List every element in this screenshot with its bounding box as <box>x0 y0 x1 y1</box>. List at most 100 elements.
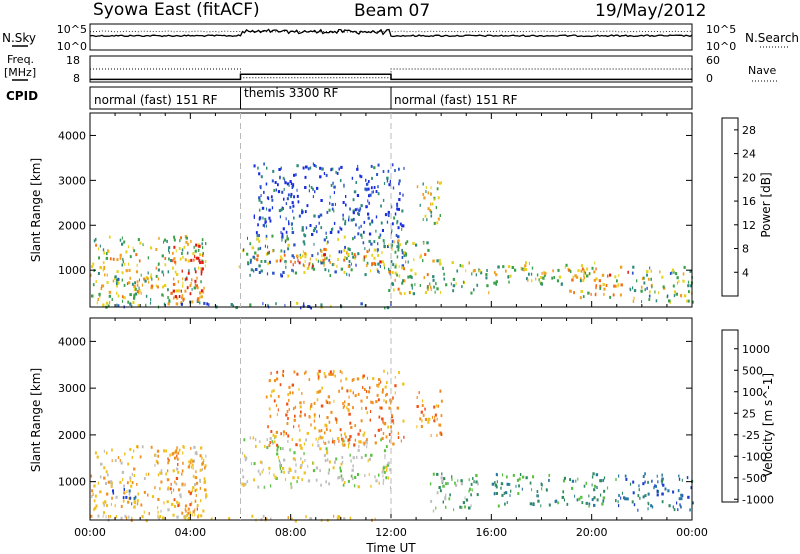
range-gate-cell <box>279 463 281 467</box>
range-gate-cell <box>370 484 372 488</box>
range-gate-cell <box>301 228 304 232</box>
range-gate-cell <box>194 279 197 283</box>
range-gate-cell <box>593 503 596 507</box>
range-gate-cell <box>269 414 272 418</box>
range-gate-cell <box>256 258 259 262</box>
range-gate-cell <box>516 478 520 482</box>
colorbar-tick-label: 20 <box>742 171 756 184</box>
range-gate-cell <box>585 274 589 278</box>
range-gate-cell <box>382 432 385 435</box>
range-gate-cell <box>280 432 282 436</box>
range-gate-cell <box>167 457 169 461</box>
range-gate-cell <box>367 212 370 216</box>
range-gate-cell <box>192 486 195 490</box>
range-gate-cell <box>402 193 404 197</box>
range-gate-cell <box>302 263 304 267</box>
range-gate-cell <box>129 496 132 500</box>
range-gate-cell <box>194 270 197 274</box>
range-gate-cell <box>305 165 308 169</box>
range-gate-cell <box>335 457 338 461</box>
range-gate-cell <box>298 261 301 265</box>
range-gate-cell <box>285 217 287 221</box>
range-gate-cell <box>329 195 331 199</box>
range-gate-cell <box>95 504 98 508</box>
range-gate-cell <box>385 445 388 449</box>
range-gate-cell <box>644 494 647 498</box>
range-gate-cell <box>376 383 379 387</box>
range-gate-cell <box>378 382 380 386</box>
colorbar-tick-label: 8 <box>742 243 749 256</box>
range-gate-cell <box>175 289 179 293</box>
range-gate-cell <box>197 248 200 252</box>
range-gate-cell <box>307 167 310 171</box>
range-gate-cell <box>673 294 676 298</box>
range-gate-cell <box>276 370 279 374</box>
range-gate-cell <box>247 261 249 265</box>
range-gate-cell <box>116 284 118 288</box>
range-gate-cell <box>632 299 635 303</box>
range-gate-cell <box>274 435 277 439</box>
colorbar-tick-label: 100 <box>742 386 763 399</box>
range-gate-cell <box>614 275 617 279</box>
range-gate-cell <box>518 484 520 488</box>
range-gate-cell <box>109 257 112 261</box>
range-gate-cell <box>407 260 409 264</box>
echo-region <box>416 180 442 225</box>
range-gate-cell <box>394 169 396 172</box>
range-gate-cell <box>332 370 335 373</box>
range-gate-cell <box>299 401 302 405</box>
range-gate-cell <box>332 227 334 231</box>
range-gate-cell <box>192 252 195 256</box>
range-gate-cell <box>200 280 202 284</box>
range-gate-cell <box>289 448 291 452</box>
range-gate-cell <box>496 473 498 477</box>
range-gate-cell <box>397 287 400 291</box>
range-gate-cell <box>450 282 452 286</box>
range-gate-cell <box>120 505 123 508</box>
range-gate-cell <box>108 235 111 239</box>
range-gate-cell <box>673 290 676 294</box>
range-gate-cell <box>174 295 177 299</box>
range-gate-cell <box>602 478 605 482</box>
range-gate-cell <box>437 196 440 200</box>
range-gate-cell <box>346 406 348 410</box>
range-gate-cell <box>312 162 315 166</box>
cpid-segment-2: themis 3300 RF <box>244 86 338 100</box>
range-gate-cell <box>179 493 182 497</box>
echo-region <box>238 234 407 278</box>
range-gate-cell <box>117 277 120 281</box>
range-gate-cell <box>326 451 328 455</box>
time-axis-label: Time UT <box>365 541 416 554</box>
range-gate-cell <box>578 497 581 501</box>
range-gate-cell <box>157 506 159 510</box>
range-gate-cell <box>269 441 271 444</box>
range-gate-cell <box>405 241 407 245</box>
range-gate-cell <box>174 262 177 266</box>
range-gate-cell <box>328 401 331 405</box>
range-gate-cell <box>507 275 510 279</box>
range-gate-cell <box>184 516 187 520</box>
range-gate-cell <box>400 439 402 443</box>
range-gate-cell <box>386 176 389 180</box>
range-gate-cell <box>680 294 683 297</box>
range-gate-cell <box>190 458 193 462</box>
range-gate-cell <box>448 497 451 501</box>
range-gate-cell <box>503 491 505 495</box>
range-gate-cell <box>350 459 352 463</box>
range-gate-cell <box>97 514 100 518</box>
range-gate-cell <box>320 436 323 440</box>
range-gate-cell <box>182 451 184 455</box>
range-gate-cell <box>187 271 190 275</box>
range-gate-cell <box>200 514 203 518</box>
range-gate-cell <box>397 242 399 246</box>
range-gate-cell <box>603 292 605 296</box>
range-gate-cell <box>256 254 259 258</box>
range-gate-cell <box>120 516 123 520</box>
range-gate-cell <box>316 372 320 376</box>
range-gate-cell <box>347 442 350 446</box>
range-gate-cell <box>292 183 295 187</box>
range-gate-cell <box>380 221 383 225</box>
range-gate-cell <box>648 290 651 294</box>
range-gate-cell <box>265 395 268 399</box>
range-gate-cell <box>285 262 287 266</box>
